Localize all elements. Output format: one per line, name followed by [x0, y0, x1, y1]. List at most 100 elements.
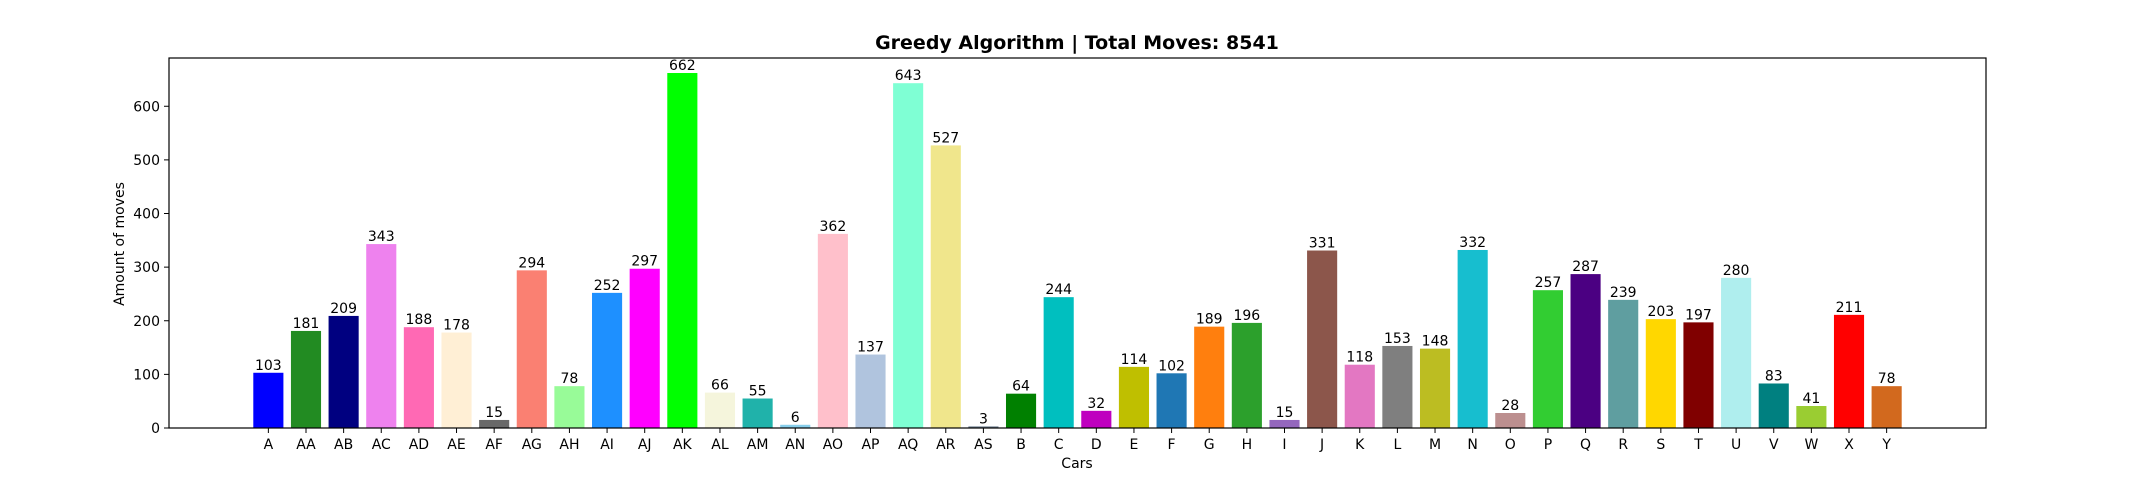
x-tick-label-AL: AL: [711, 437, 729, 453]
value-label-D: 32: [1087, 396, 1105, 412]
bar-F: [1156, 373, 1187, 428]
value-label-AI: 252: [594, 278, 621, 294]
x-tick-label-Y: Y: [1881, 437, 1891, 453]
bar-AJ: [629, 268, 660, 428]
x-tick-label-AR: AR: [936, 437, 956, 453]
y-axis-ticks: 0 100 200 300 400 500 600: [133, 99, 169, 437]
bar-H: [1231, 322, 1262, 428]
value-label-AQ: 643: [895, 68, 922, 84]
value-label-E: 114: [1121, 352, 1148, 368]
value-label-P: 257: [1535, 275, 1562, 291]
value-label-B: 64: [1012, 379, 1030, 395]
x-tick-label-A: A: [264, 437, 274, 453]
bar-V: [1758, 383, 1789, 428]
plot-frame: [168, 57, 1987, 429]
value-labels-group: 103 181 209 343 188 178 15 294 78 252 297 662 66 55 6 3…: [255, 58, 1896, 427]
value-label-O: 28: [1501, 398, 1519, 414]
bar-AF: [479, 419, 510, 428]
value-label-K: 118: [1346, 350, 1373, 366]
x-tick-label-G: G: [1204, 437, 1215, 453]
value-label-U: 280: [1723, 263, 1750, 279]
value-label-L: 153: [1384, 331, 1411, 347]
x-tick-label-K: K: [1355, 437, 1365, 453]
value-label-AM: 55: [749, 384, 767, 400]
bar-AC: [366, 244, 397, 428]
value-label-AO: 362: [820, 219, 847, 235]
x-tick-label-AB: AB: [334, 437, 353, 453]
x-tick-label-X: X: [1844, 437, 1854, 453]
value-label-Q: 287: [1572, 259, 1599, 275]
x-tick-label-M: M: [1429, 437, 1441, 453]
x-tick-label-T: T: [1693, 437, 1703, 453]
bar-C: [1043, 297, 1074, 428]
bar-L: [1382, 345, 1413, 428]
y-tick-label-300: 300: [133, 260, 160, 276]
bar-AQ: [893, 83, 924, 428]
value-label-T: 197: [1685, 307, 1712, 323]
value-label-V: 83: [1765, 368, 1783, 384]
bar-P: [1532, 290, 1563, 428]
bar-D: [1081, 410, 1112, 428]
x-tick-label-N: N: [1467, 437, 1477, 453]
bar-AS: [968, 426, 999, 428]
value-label-I: 15: [1276, 405, 1294, 421]
bar-K: [1344, 364, 1375, 428]
bar-O: [1495, 412, 1526, 428]
bar-N: [1457, 249, 1488, 428]
bar-AP: [855, 354, 886, 428]
x-tick-label-AG: AG: [522, 437, 542, 453]
y-tick-label-0: 0: [151, 421, 160, 437]
y-tick-label-500: 500: [133, 153, 160, 169]
bar-U: [1721, 277, 1752, 428]
x-tick-label-L: L: [1393, 437, 1401, 453]
bar-AH: [554, 386, 585, 428]
bar-AK: [667, 73, 698, 428]
bar-M: [1419, 348, 1451, 428]
value-label-W: 41: [1802, 391, 1820, 407]
x-tick-label-AQ: AQ: [898, 437, 918, 453]
x-tick-label-AC: AC: [372, 437, 391, 453]
bar-X: [1833, 314, 1865, 428]
bar-AM: [742, 398, 773, 428]
bar-E: [1118, 366, 1150, 428]
bar-AE: [441, 332, 472, 428]
value-label-AP: 137: [857, 340, 884, 356]
value-label-AG: 294: [518, 255, 545, 271]
x-tick-label-AF: AF: [485, 437, 503, 453]
x-tick-label-AN: AN: [785, 437, 805, 453]
value-label-AJ: 297: [631, 254, 658, 270]
x-axis-label: Cars: [1061, 456, 1092, 472]
value-label-M: 148: [1422, 334, 1449, 350]
x-tick-label-J: J: [1319, 437, 1324, 453]
bars-group: [253, 73, 1902, 428]
x-tick-label-B: B: [1016, 437, 1026, 453]
bar-B: [1005, 393, 1037, 428]
y-tick-label-200: 200: [133, 314, 160, 330]
bar-J: [1307, 250, 1338, 428]
bar-AA: [290, 330, 322, 428]
value-label-G: 189: [1196, 312, 1223, 328]
x-tick-label-E: E: [1130, 437, 1139, 453]
x-tick-label-AE: AE: [447, 437, 465, 453]
value-label-AL: 66: [711, 378, 729, 394]
x-axis-ticks: A AA AB AC AD AE AF AG AH AI AJ AK AL AM AN AO AP AQ AR AS B…: [264, 428, 1891, 453]
y-tick-label-400: 400: [133, 207, 160, 223]
bar-AL: [704, 392, 736, 428]
bar-AO: [817, 233, 848, 428]
bar-Y: [1871, 386, 1902, 428]
value-label-H: 196: [1233, 308, 1260, 324]
value-label-AS: 3: [979, 411, 988, 427]
bar-R: [1608, 299, 1639, 428]
value-label-F: 102: [1158, 358, 1185, 374]
value-label-AN: 6: [791, 410, 800, 426]
value-label-N: 332: [1459, 235, 1486, 251]
x-tick-label-S: S: [1656, 437, 1665, 453]
value-label-AH: 78: [561, 371, 579, 387]
y-axis-label: Amount of moves: [112, 182, 128, 306]
chart-title: Greedy Algorithm | Total Moves: 8541: [875, 32, 1279, 54]
x-tick-label-D: D: [1091, 437, 1102, 453]
value-label-AB: 209: [330, 301, 357, 317]
x-tick-label-AP: AP: [861, 437, 879, 453]
value-label-AA: 181: [293, 316, 320, 332]
x-tick-label-AA: AA: [296, 437, 316, 453]
